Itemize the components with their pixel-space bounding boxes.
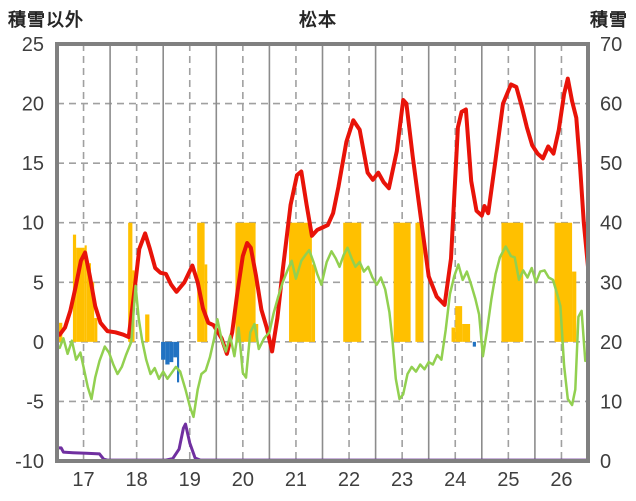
right-axis-tick-label: 60 [600,94,622,116]
left-axis-tick-label: -5 [26,391,44,413]
x-axis-tick-label: 21 [285,469,307,491]
red-line-series [57,76,590,356]
x-axis-tick-label: 20 [232,469,254,491]
orange-bars-series [86,263,91,342]
orange-bars-series [76,247,85,342]
orange-bars-series [94,318,98,342]
orange-bars-series [572,271,577,342]
left-axis-tick-label: 15 [22,153,44,175]
orange-bars-series [415,222,424,342]
left-axis-title: 積雪以外 [8,10,84,30]
orange-bars-series [451,327,456,342]
orange-bars-series [311,264,316,342]
x-axis-tick-label: 23 [391,469,413,491]
orange-bars-series [197,222,205,342]
orange-bars-series [455,306,463,342]
orange-bars-series [204,264,208,342]
right-axis-title: 積雪 [590,10,628,30]
orange-bars-series [554,222,573,342]
left-axis-tick-label: 25 [22,34,44,56]
blue-bars-series [177,341,180,383]
x-axis-tick-label: 25 [497,469,519,491]
blue-bars-series [165,341,170,365]
orange-bars-series [128,222,133,342]
orange-bars-series [501,222,524,342]
x-axis-tick-label: 24 [444,469,466,491]
orange-bars-series [145,314,150,342]
blue-bars-series [161,341,166,360]
orange-bars-series [343,222,362,342]
blue-bars-series [169,341,174,363]
x-axis-tick-label: 17 [72,469,94,491]
right-axis-tick-label: 20 [600,332,622,354]
left-axis-tick-label: 0 [33,332,44,354]
x-axis-tick-label: 19 [179,469,201,491]
right-axis-tick-label: 0 [600,451,611,473]
right-axis-tick-label: 30 [600,272,622,294]
right-axis-tick-label: 40 [600,213,622,235]
left-axis-tick-label: -10 [15,451,44,473]
x-axis-tick-label: 18 [126,469,148,491]
left-axis-tick-label: 5 [33,272,44,294]
chart-title: 松本 [299,10,337,30]
right-axis-tick-label: 10 [600,391,622,413]
right-axis-tick-label: 70 [600,34,622,56]
orange-bars-series [462,323,471,342]
orange-bars-series [84,245,87,342]
orange-bars-series [393,222,411,342]
left-axis-tick-label: 10 [22,213,44,235]
blue-bars-series [472,341,476,347]
x-axis-tick-label: 26 [550,469,572,491]
blue-bars-series [173,341,178,358]
x-axis-tick-label: 22 [338,469,360,491]
orange-bars-series [289,222,312,342]
green-line-series [58,245,587,419]
left-axis-tick-label: 20 [22,94,44,116]
right-axis-tick-label: 50 [600,153,622,175]
plot-border [55,42,590,463]
orange-bars-series [90,282,95,342]
